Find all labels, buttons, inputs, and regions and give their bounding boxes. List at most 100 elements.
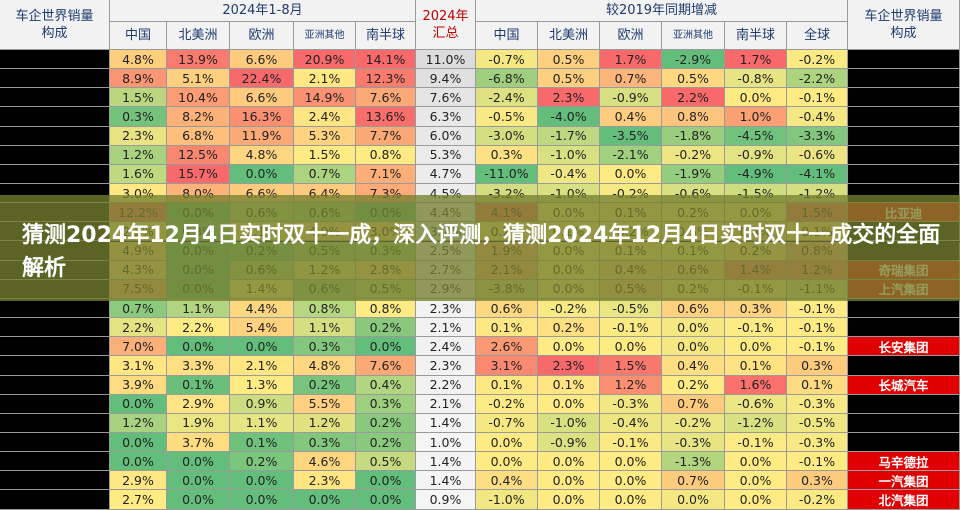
cell: 6.8% bbox=[167, 126, 230, 146]
cell: 0.2% bbox=[294, 375, 356, 395]
cell: 14.9% bbox=[294, 88, 356, 108]
company-label bbox=[848, 433, 960, 453]
row-label-left bbox=[0, 394, 110, 414]
cell: 0.0% bbox=[600, 490, 662, 510]
row-label-left bbox=[0, 145, 110, 165]
cell: 0.3% bbox=[294, 337, 356, 357]
cell: 3.9% bbox=[110, 375, 167, 395]
header-line: 2024年 bbox=[422, 8, 469, 24]
cell: 0.0% bbox=[538, 337, 600, 357]
cell: 0.0% bbox=[725, 471, 787, 491]
cell: 0.0% bbox=[167, 490, 230, 510]
cell: 0.7% bbox=[600, 69, 662, 89]
cell: 5.3% bbox=[294, 126, 356, 146]
cell: -0.5% bbox=[476, 107, 538, 127]
cell: 4.7% bbox=[416, 164, 476, 185]
cell: 0.7% bbox=[662, 471, 725, 491]
column-header: 中国 bbox=[110, 22, 167, 50]
cell: 0.0% bbox=[167, 471, 230, 491]
cell: 0.8% bbox=[294, 298, 356, 319]
company-label bbox=[848, 145, 960, 165]
cell: -0.2% bbox=[476, 394, 538, 414]
cell: -1.0% bbox=[538, 145, 600, 165]
group-header: 2024年1-8月 bbox=[110, 0, 416, 22]
cell: 0.0% bbox=[662, 318, 725, 338]
cell: 7.6% bbox=[416, 88, 476, 108]
cell: 1.1% bbox=[167, 298, 230, 319]
column-header: 北美洲 bbox=[167, 22, 230, 50]
cell: 2.1% bbox=[416, 394, 476, 414]
column-header: 亚洲其他 bbox=[294, 22, 356, 50]
cell: 5.1% bbox=[167, 69, 230, 89]
cell: -0.3% bbox=[787, 394, 848, 414]
cell: -1.0% bbox=[538, 413, 600, 433]
cell: 14.1% bbox=[356, 50, 416, 70]
cell: -0.1% bbox=[725, 318, 787, 338]
cell: 0.0% bbox=[167, 337, 230, 357]
cell: -0.2% bbox=[538, 298, 600, 319]
cell: 7.0% bbox=[110, 337, 167, 357]
cell: -2.2% bbox=[787, 69, 848, 89]
cell: 13.6% bbox=[356, 107, 416, 127]
cell: 0.9% bbox=[230, 394, 294, 414]
cell: 0.8% bbox=[662, 107, 725, 127]
cell: 8.2% bbox=[167, 107, 230, 127]
row-label-left bbox=[0, 88, 110, 108]
cell: -0.1% bbox=[600, 318, 662, 338]
cell: 0.0% bbox=[600, 452, 662, 472]
row-label-left bbox=[0, 490, 110, 510]
cell: 1.4% bbox=[416, 413, 476, 433]
cell: 2.1% bbox=[294, 69, 356, 89]
cell: 0.8% bbox=[356, 298, 416, 319]
cell: 1.2% bbox=[110, 145, 167, 165]
cell: 0.5% bbox=[662, 69, 725, 89]
cell: -4.1% bbox=[787, 164, 848, 185]
company-label bbox=[848, 356, 960, 376]
cell: -0.8% bbox=[725, 69, 787, 89]
cell: 1.5% bbox=[294, 145, 356, 165]
cell: 0.5% bbox=[538, 69, 600, 89]
cell: 1.7% bbox=[725, 50, 787, 70]
cell: 0.0% bbox=[600, 471, 662, 491]
overlay-title: 猜测2024年12月4日实时双十一成，深入评测，猜测2024年12月4日实时双十… bbox=[22, 223, 941, 281]
cell: 0.0% bbox=[294, 490, 356, 510]
cell: 15.7% bbox=[167, 164, 230, 185]
cell: 0.4% bbox=[662, 356, 725, 376]
cell: 1.4% bbox=[416, 471, 476, 491]
column-header: 北美洲 bbox=[538, 22, 600, 50]
cell: 0.5% bbox=[356, 452, 416, 472]
cell: 12.5% bbox=[167, 145, 230, 165]
header-line: 构成 bbox=[41, 25, 68, 41]
cell: -0.1% bbox=[725, 433, 787, 453]
column-header: 中国 bbox=[476, 22, 538, 50]
corner-left: 车企世界销量 构成 bbox=[0, 0, 110, 50]
cell: 20.9% bbox=[294, 50, 356, 70]
cell: 16.3% bbox=[230, 107, 294, 127]
cell: 1.6% bbox=[110, 164, 167, 185]
cell: -0.9% bbox=[538, 433, 600, 453]
cell: 0.6% bbox=[476, 298, 538, 319]
cell: 0.3% bbox=[476, 145, 538, 165]
cell: -1.2% bbox=[725, 413, 787, 433]
cell: 0.5% bbox=[538, 50, 600, 70]
cell: -2.9% bbox=[662, 50, 725, 70]
cell: 0.3% bbox=[725, 298, 787, 319]
company-label: 马辛德拉 bbox=[848, 452, 960, 472]
cell: -0.5% bbox=[787, 413, 848, 433]
cell: -0.4% bbox=[538, 164, 600, 185]
cell: -1.8% bbox=[662, 126, 725, 146]
cell: -0.4% bbox=[787, 107, 848, 127]
cell: 0.2% bbox=[662, 375, 725, 395]
cell: 0.3% bbox=[110, 107, 167, 127]
cell: 2.1% bbox=[416, 318, 476, 338]
row-label-left bbox=[0, 69, 110, 89]
cell: -1.9% bbox=[662, 164, 725, 185]
cell: -0.3% bbox=[787, 433, 848, 453]
cell: 0.1% bbox=[476, 318, 538, 338]
cell: 0.6% bbox=[662, 298, 725, 319]
cell: 2.6% bbox=[476, 337, 538, 357]
cell: 2.1% bbox=[230, 356, 294, 376]
row-label-left bbox=[0, 318, 110, 338]
cell: -0.2% bbox=[787, 490, 848, 510]
cell: 1.5% bbox=[600, 356, 662, 376]
